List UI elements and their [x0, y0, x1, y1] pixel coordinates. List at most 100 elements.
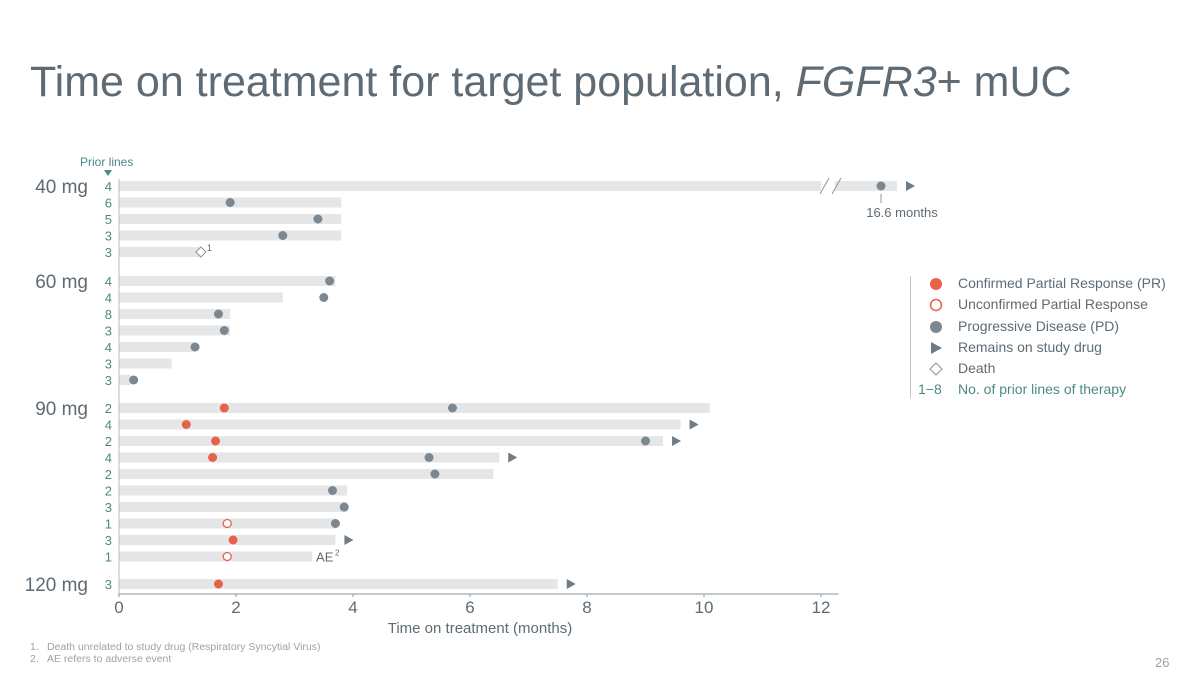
prior-lines-value: 4	[105, 179, 112, 194]
treatment-bar	[119, 230, 342, 241]
prior-lines-value: 3	[105, 373, 112, 388]
death-footnote-ref: 1	[207, 243, 212, 253]
treatment-bar	[119, 403, 710, 413]
prior-lines-value: 3	[105, 229, 112, 244]
treatment-bar	[119, 309, 231, 319]
prior-lines-header: Prior lines	[80, 155, 133, 169]
dose-label: 60 mg	[35, 272, 88, 293]
legend-item-pd: Progressive Disease (PD)	[910, 317, 1170, 338]
dose-label: 120 mg	[25, 575, 88, 596]
open-circle-icon	[929, 299, 943, 312]
pr-marker	[219, 403, 229, 413]
prior-lines-value: 2	[105, 401, 112, 416]
treatment-bar	[119, 485, 348, 496]
treatment-bar	[119, 292, 283, 303]
ae-footnote-ref: 2	[335, 549, 340, 558]
footnote-marker: 1.	[30, 641, 39, 653]
treatment-bar	[119, 436, 664, 446]
prior-lines-value: 5	[105, 212, 112, 227]
title-prefix: Time on treatment for target population,	[30, 58, 796, 106]
ongoing-marker	[344, 535, 354, 545]
death-marker	[195, 246, 207, 258]
treatment-bar	[119, 375, 131, 385]
prior-lines-marker	[104, 170, 112, 176]
pd-marker	[278, 231, 288, 240]
prior-lines-value: 3	[105, 500, 112, 515]
gray-circle-icon	[930, 320, 942, 333]
prior-lines-value: 8	[105, 307, 112, 322]
legend-divider	[910, 276, 911, 398]
diamond-icon	[929, 362, 943, 376]
legend-item-prior-lines: 1−8 No. of prior lines of therapy	[910, 380, 1170, 401]
x-tick-label: 6	[465, 598, 474, 617]
page-number: 26	[1155, 655, 1170, 670]
pd-marker	[641, 436, 650, 446]
legend-label: Progressive Disease (PD)	[958, 317, 1120, 334]
prior-lines-value: 3	[105, 357, 112, 372]
prior-lines-value: 1	[105, 550, 112, 565]
pd-marker	[319, 293, 329, 302]
ongoing-marker	[906, 181, 915, 191]
footnote: 2. AE refers to adverse event	[30, 653, 321, 665]
prior-lines-value: 4	[105, 340, 112, 355]
x-tick-label: 2	[231, 598, 240, 617]
pr-marker	[208, 453, 218, 462]
legend-label: Unconfirmed Partial Response	[958, 296, 1148, 313]
break-value-label: 16.6 months	[866, 205, 938, 220]
prior-lines-value: 6	[105, 196, 112, 211]
pd-marker	[447, 403, 457, 413]
pd-marker	[339, 502, 349, 512]
legend-item-upr: Unconfirmed Partial Response	[910, 295, 1170, 316]
treatment-bar	[119, 469, 494, 479]
ongoing-marker	[508, 452, 518, 463]
pd-marker	[330, 519, 340, 528]
legend-label: Remains on study drug	[958, 338, 1102, 355]
x-axis-label: Time on treatment (months)	[388, 620, 573, 637]
unconfirmed-pr-marker	[222, 518, 232, 529]
legend-label: Confirmed Partial Response (PR)	[958, 275, 1166, 291]
ongoing-marker	[672, 436, 682, 446]
treatment-bar	[119, 452, 500, 463]
prior-lines-value: 4	[105, 274, 112, 289]
treatment-bar	[119, 214, 342, 224]
axis-break-mark	[819, 177, 830, 195]
legend-item-death: Death	[910, 359, 1170, 380]
filled-circle-icon	[930, 278, 942, 290]
title-gene: FGFR3	[795, 58, 937, 106]
axis-break-gap	[821, 178, 835, 194]
prior-lines-value: 4	[105, 291, 112, 306]
x-tick-label: 4	[348, 598, 357, 617]
footnote-text: AE refers to adverse event	[47, 653, 172, 665]
prior-lines-value: 1	[105, 517, 112, 532]
prior-lines-value: 2	[105, 484, 112, 499]
pr-marker	[181, 420, 191, 429]
treatment-bar	[119, 276, 336, 286]
legend: Confirmed Partial Response (PR) Unconfir…	[910, 274, 1170, 402]
page-title: Time on treatment for target population,…	[30, 58, 1072, 107]
prior-lines-value: 3	[105, 533, 112, 548]
prior-lines-value: 3	[105, 324, 112, 339]
prior-lines-value: 3	[105, 245, 112, 260]
pd-marker	[424, 453, 434, 462]
legend-label: Death	[958, 360, 996, 377]
treatment-bar	[119, 535, 336, 545]
legend-label: No. of prior lines of therapy	[958, 381, 1127, 398]
treatment-bar	[119, 502, 348, 512]
pd-marker	[190, 342, 200, 352]
footnote-marker: 2.	[30, 653, 39, 665]
pd-marker	[313, 214, 323, 224]
ongoing-marker	[689, 419, 699, 430]
x-tick-label: 8	[582, 598, 591, 617]
x-tick-label: 0	[114, 598, 123, 617]
treatment-bar	[119, 579, 558, 589]
legend-item-pr: Confirmed Partial Response (PR)	[910, 274, 1170, 295]
prior-lines-value: 4	[105, 418, 112, 433]
triangle-right-icon	[931, 341, 942, 354]
dose-label: 40 mg	[35, 177, 88, 198]
prior-lines-value: 2	[105, 434, 112, 449]
ongoing-marker	[566, 579, 576, 589]
legend-item-ongoing: Remains on study drug	[910, 338, 1170, 359]
dose-label: 90 mg	[35, 399, 88, 420]
x-tick-label: 10	[695, 598, 714, 617]
